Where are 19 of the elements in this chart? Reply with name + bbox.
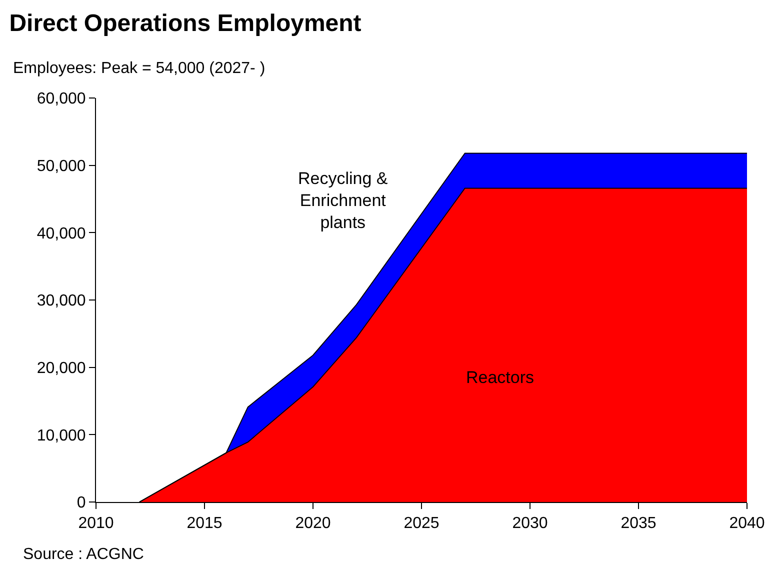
chart-subtitle: Employees: Peak = 54,000 (2027- ) — [13, 60, 266, 77]
x-tick-label: 2030 — [512, 515, 548, 532]
y-tick-label: 60,000 — [36, 90, 86, 108]
source-note: Source : ACGNC — [23, 546, 144, 563]
x-tick-label: 2020 — [295, 515, 331, 532]
y-tick-label: 20,000 — [36, 360, 86, 377]
x-tick-label: 2035 — [620, 515, 656, 532]
y-tick-label: 10,000 — [36, 427, 86, 444]
y-tick-label: 30,000 — [36, 292, 86, 310]
chart-title: Direct Operations Employment — [9, 10, 362, 38]
series-label: Reactors — [466, 368, 534, 387]
series-label: Recycling & Enrichment plants — [298, 169, 388, 232]
x-tick-label: 2010 — [78, 515, 114, 532]
x-tick-label: 2025 — [404, 515, 440, 532]
x-tick-label: 2015 — [186, 515, 222, 532]
x-tick-label: 2040 — [729, 515, 765, 532]
y-tick-label: 0 — [76, 494, 86, 512]
y-tick-label: 50,000 — [36, 158, 86, 175]
y-tick-label: 40,000 — [36, 225, 86, 242]
